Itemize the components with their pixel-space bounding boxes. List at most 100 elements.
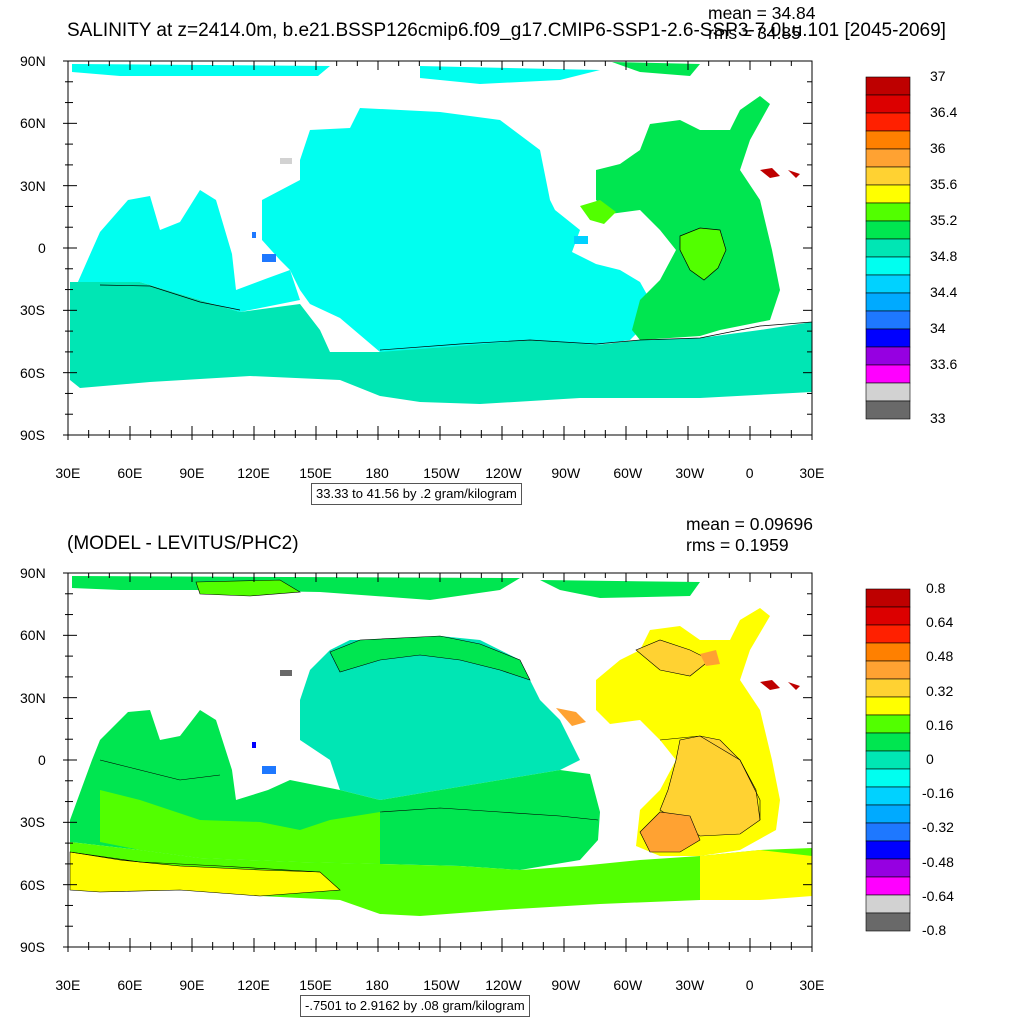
panel1-mediterranean	[760, 168, 800, 178]
panel1-lat-label-90s: 90S	[20, 427, 45, 443]
panel1-colorbar	[865, 76, 911, 420]
panel2-map	[69, 576, 812, 916]
panel1-lon-label: 0	[745, 465, 754, 481]
panel1-colorbar-label: 33.6	[930, 356, 958, 372]
panel2-blue-patch	[262, 766, 276, 774]
panel2-colorbar-label: 0.32	[926, 682, 954, 699]
panel2-colorbar-swatch	[865, 768, 911, 788]
panel2-colorbar-swatch	[865, 858, 911, 878]
panel1-colorbar-swatch	[865, 274, 911, 294]
panel1-colorbar-label: 34.4	[930, 284, 958, 300]
panel2-lat-label-0: 0	[38, 752, 46, 768]
panel1-lon-label: 90E	[179, 465, 205, 481]
panel1-colorbar-swatch	[865, 328, 911, 348]
panel2-lon-label: 60E	[117, 977, 143, 993]
panel2-colorbar-swatch	[865, 642, 911, 662]
panel2-lon-label: 120W	[485, 977, 522, 993]
panel1-colorbar-swatch	[865, 220, 911, 240]
panel1-blue-patch	[262, 254, 276, 262]
panel2-colorbar-label: 0.48	[926, 648, 954, 665]
panel2-colorbar-label: -0.16	[922, 785, 954, 802]
panel1-colorbar-label: 34	[930, 320, 946, 336]
panel2-colorbar-label: -0.48	[922, 853, 954, 870]
panel1-lat-label-90n: 90N	[20, 53, 46, 69]
panel1-lat-label-60n: 60N	[20, 115, 46, 131]
panel2-colorbar-swatch	[865, 678, 911, 698]
panel1-colorbar-swatch	[865, 112, 911, 132]
panel1-colorbar-label: 36	[930, 140, 946, 156]
panel1-colorbar-swatch	[865, 400, 911, 420]
panel1-colorbar-label: 37	[930, 68, 946, 84]
panel2-lat-label-90s: 90S	[20, 939, 45, 955]
panel2-lon-label: 30E	[55, 977, 81, 993]
panel1-lon-label: 180	[365, 465, 389, 481]
panel2-lon-label: 180	[365, 977, 389, 993]
panel2-lat-label-90n: 90N	[20, 565, 46, 581]
panel2-colorbar-label: 0.16	[926, 716, 954, 733]
panel2-atlantic-north-orange	[700, 650, 720, 666]
panel1-lon-label: 30E	[799, 465, 825, 481]
panel2-colorbar-label: -0.8	[922, 922, 947, 938]
panel2-ticks	[63, 572, 813, 952]
panel1-lat-label-60s: 60S	[20, 365, 45, 381]
panel2-lon-label: 150W	[423, 977, 460, 993]
panel2-pacific-band-north	[329, 635, 531, 681]
panel1-mean: mean = 34.84	[708, 3, 816, 23]
panel2-lon-label: 90E	[179, 977, 205, 993]
panel2-southern-ocean	[70, 842, 812, 916]
panel1-arctic-east	[612, 62, 700, 76]
panel2-south-yellow	[69, 851, 341, 897]
panel1-colorbar-label: 36.4	[930, 104, 958, 120]
panel2-gray-patch	[280, 670, 292, 676]
panel2-south-yellow-east	[700, 850, 812, 900]
panel2-colorbar-label: -0.64	[922, 887, 954, 904]
panel2-colorbar-swatch	[865, 714, 911, 734]
panel2-colorbar-swatch	[865, 750, 911, 770]
panel2-colorbar-label: 0.8	[926, 580, 946, 596]
panel2-mean: mean = 0.09696	[686, 514, 813, 534]
panel1-colorbar-label: 35.6	[930, 176, 958, 192]
panel1-rms: rms = 34.85	[708, 23, 801, 43]
panel1-colorbar-swatch	[865, 184, 911, 204]
panel1-lon-label: 120E	[237, 465, 270, 481]
panel1-lat-label-0: 0	[38, 240, 46, 256]
panel1-southern-ocean	[70, 282, 812, 404]
panel2-lon-label: 30W	[675, 977, 705, 993]
panel2-lat-label-60n: 60N	[20, 627, 46, 643]
panel2-title: (MODEL - LEVITUS/PHC2)	[67, 533, 299, 554]
panel2-lat-label-30s: 30S	[20, 814, 45, 830]
panel1-contour	[99, 284, 812, 351]
panel2-colorbar-swatch	[865, 696, 911, 716]
panel1-units-box: 33.33 to 41.56 by .2 gram/kilogram	[311, 483, 522, 505]
panel2-blue-patch2	[252, 742, 256, 748]
panel2-colorbar-swatch	[865, 912, 911, 932]
panel1-map	[70, 62, 812, 404]
panel1-lon-label: 120W	[485, 465, 522, 481]
panel2-colorbar-swatch	[865, 786, 911, 806]
panel1-arctic-ocean	[72, 64, 600, 84]
panel2-colorbar-swatch	[865, 732, 911, 752]
panel1-colorbar-label: 34.8	[930, 248, 958, 264]
panel2-colorbar	[865, 588, 911, 932]
panel2-gulf	[556, 708, 586, 726]
panel2-lon-label: 90W	[551, 977, 581, 993]
panel1-colorbar-swatch	[865, 256, 911, 276]
panel2-lon-label: 60W	[613, 977, 643, 993]
panel1-ticks	[63, 60, 813, 440]
panel1-lon-label: 30E	[55, 465, 81, 481]
panel1-colorbar-swatch	[865, 76, 911, 96]
panel2-colorbar-label: -0.32	[922, 819, 954, 836]
panel1-colorbar-swatch	[865, 94, 911, 114]
panel2-lon-label: 0	[745, 977, 754, 993]
panel1-lon-label: 60W	[613, 465, 643, 481]
panel2-lat-label-30n: 30N	[20, 690, 46, 706]
panel1-atlantic-core	[679, 227, 727, 281]
panel2-colorbar-swatch	[865, 876, 911, 896]
panel1-colorbar-label: 33	[930, 410, 946, 426]
panel1-lat-label-30n: 30N	[20, 178, 46, 194]
panel1-indian-ocean	[70, 190, 300, 312]
panel2-arctic-east	[540, 580, 700, 598]
panel1-gray-patch	[280, 158, 292, 164]
panel1-lon-label: 60E	[117, 465, 143, 481]
